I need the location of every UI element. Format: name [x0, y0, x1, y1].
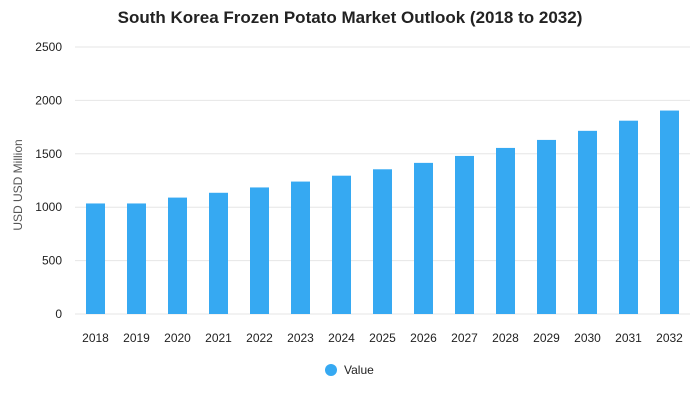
x-tick-label: 2018 [82, 331, 109, 345]
y-tick-label: 500 [42, 254, 62, 268]
bar-2032[interactable] [660, 110, 679, 315]
y-tick-label: 1500 [35, 147, 62, 161]
bar-2019[interactable] [127, 203, 146, 314]
x-tick-label: 2019 [123, 331, 150, 345]
legend-marker [325, 364, 337, 376]
chart-title: South Korea Frozen Potato Market Outlook… [117, 8, 583, 27]
bar-2021[interactable] [209, 192, 228, 314]
bar-2024[interactable] [332, 175, 351, 314]
bar-2026[interactable] [414, 162, 433, 314]
x-tick-label: 2025 [369, 331, 396, 345]
bar-2030[interactable] [578, 130, 597, 314]
y-tick-label: 2000 [35, 93, 62, 107]
x-tick-label: 2023 [287, 331, 314, 345]
bar-2027[interactable] [455, 155, 474, 314]
x-tick-label: 2030 [574, 331, 601, 345]
legend[interactable]: Value [325, 363, 374, 377]
y-axis-ticks: 0 500 1000 1500 2000 2500 [35, 40, 62, 321]
x-tick-label: 2022 [246, 331, 273, 345]
bar-2029[interactable] [537, 139, 556, 314]
x-tick-label: 2021 [205, 331, 232, 345]
x-tick-label: 2031 [615, 331, 642, 345]
x-tick-label: 2027 [451, 331, 478, 345]
bar-2023[interactable] [291, 181, 310, 314]
x-tick-label: 2028 [492, 331, 519, 345]
x-axis-ticks: 2018 2019 2020 2021 2022 2023 2024 2025 2026 2027… [82, 331, 683, 345]
y-tick-label: 0 [55, 307, 62, 321]
y-tick-label: 1000 [35, 200, 62, 214]
x-tick-label: 2024 [328, 331, 355, 345]
x-tick-label: 2032 [656, 331, 683, 345]
legend-label: Value [344, 363, 374, 377]
bar-2020[interactable] [168, 197, 187, 314]
bars [86, 110, 679, 315]
y-axis-label: USD USD Million [11, 139, 25, 230]
x-tick-label: 2029 [533, 331, 560, 345]
bar-2025[interactable] [373, 169, 392, 314]
bar-2018[interactable] [86, 203, 105, 314]
x-tick-label: 2020 [164, 331, 191, 345]
bar-2031[interactable] [619, 120, 638, 314]
y-tick-label: 2500 [35, 40, 62, 54]
x-tick-label: 2026 [410, 331, 437, 345]
bar-2022[interactable] [250, 187, 269, 314]
bar-2028[interactable] [496, 147, 515, 314]
